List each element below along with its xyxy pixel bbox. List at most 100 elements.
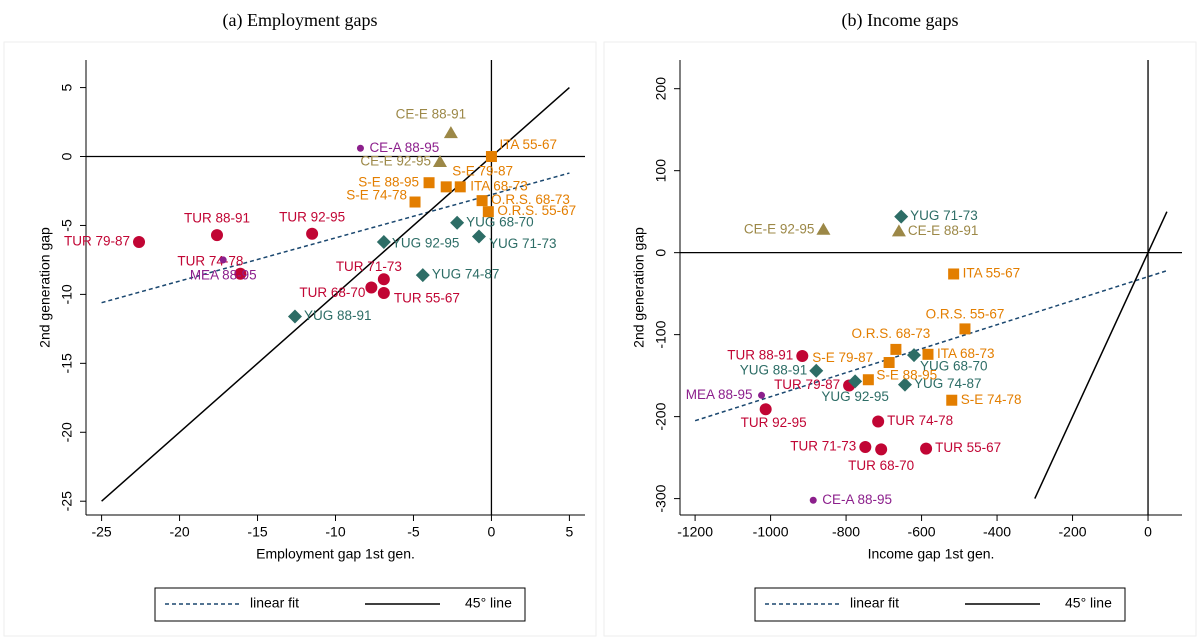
x-tick-label: 0 — [1144, 524, 1152, 540]
point-label: ITA 68-73 — [470, 178, 528, 193]
point-label: S-E 88-95 — [876, 367, 937, 382]
point — [365, 281, 378, 294]
x-tick-label: -15 — [247, 524, 267, 540]
point — [409, 196, 421, 208]
point-label: CE-A 88-95 — [369, 140, 439, 155]
point-label: TUR 71-73 — [336, 259, 402, 274]
y-tick-label: -100 — [653, 320, 669, 348]
x-tick-label: -400 — [983, 524, 1011, 540]
point — [809, 363, 824, 378]
point — [920, 442, 933, 455]
point-label: TUR 55-67 — [394, 291, 460, 306]
point — [415, 268, 430, 283]
point — [859, 440, 872, 453]
y-tick-label: -20 — [59, 422, 75, 442]
fit-line — [101, 172, 570, 304]
point-label: TUR 88-91 — [184, 211, 250, 226]
point-label: YUG 68-70 — [466, 214, 534, 229]
point-label: TUR 71-73 — [790, 439, 856, 454]
point-label: CE-E 88-91 — [908, 223, 979, 238]
point-label: TUR 55-67 — [935, 440, 1001, 455]
point-label: ITA 55-67 — [963, 266, 1021, 281]
point-label: YUG 88-91 — [740, 362, 808, 377]
point — [862, 374, 874, 386]
point-label: ITA 68-73 — [937, 346, 995, 361]
point — [946, 394, 958, 406]
point — [454, 181, 466, 193]
point-label: TUR 92-95 — [279, 209, 345, 224]
point-label: O.R.S. 68-73 — [491, 192, 570, 207]
point — [377, 273, 390, 286]
point-label: MEA 88-95 — [190, 267, 257, 282]
point — [376, 235, 391, 249]
point — [883, 357, 895, 369]
x-axis-title: Employment gap 1st gen. — [256, 546, 415, 562]
y-tick-label: -15 — [59, 353, 75, 373]
point-label: YUG 71-73 — [910, 208, 978, 223]
point-label: S-E 79-87 — [812, 350, 873, 365]
point — [907, 348, 922, 363]
legend-label: linear fit — [250, 595, 299, 611]
point — [816, 222, 831, 235]
y-tick-label: -200 — [653, 402, 669, 430]
y-axis-title: 2nd generation gap — [37, 227, 53, 348]
point — [890, 343, 902, 355]
y-tick-label: -300 — [653, 484, 669, 512]
point-label: MEA 88-95 — [686, 387, 753, 402]
x-tick-label: -1000 — [753, 524, 789, 540]
panel-border — [603, 41, 1197, 637]
y-tick-label: -25 — [59, 491, 75, 511]
legend-label: 45° line — [1065, 595, 1112, 611]
y-tick-label: 5 — [59, 83, 75, 91]
point-label: YUG 88-91 — [304, 308, 372, 323]
point — [234, 267, 247, 280]
point — [894, 209, 909, 224]
point-label: CE-A 88-95 — [822, 492, 892, 507]
fit-line — [1034, 211, 1168, 499]
panel-border — [3, 41, 597, 637]
x-tick-label: -20 — [169, 524, 189, 540]
point-label: O.R.S. 55-67 — [926, 306, 1005, 321]
point — [872, 415, 885, 428]
x-tick-label: 0 — [488, 524, 496, 540]
panel-title: (a) Employment gaps — [223, 10, 378, 31]
point — [476, 195, 488, 207]
point-label: YUG 74-87 — [432, 267, 500, 282]
point — [758, 391, 766, 399]
point — [133, 236, 146, 248]
point-label: YUG 92-95 — [821, 389, 889, 404]
point — [306, 227, 319, 240]
point — [891, 224, 906, 237]
point-label: CE-E 88-91 — [396, 107, 467, 122]
x-tick-label: -10 — [325, 524, 345, 540]
fit-line — [694, 269, 1168, 422]
point-label: TUR 88-91 — [727, 348, 793, 363]
point — [423, 177, 435, 189]
x-tick-label: 5 — [566, 524, 574, 540]
point — [948, 268, 960, 280]
point — [485, 151, 497, 163]
point-label: TUR 79-87 — [774, 377, 840, 392]
point — [875, 443, 888, 456]
x-tick-label: -5 — [407, 524, 420, 540]
point — [759, 403, 772, 416]
point-label: O.R.S. 68-73 — [851, 326, 930, 341]
point — [809, 496, 817, 504]
point-label: S-E 74-78 — [961, 392, 1022, 407]
y-tick-label: 200 — [653, 77, 669, 101]
point — [443, 126, 458, 139]
x-tick-label: -600 — [908, 524, 936, 540]
point — [210, 229, 223, 242]
point-label: TUR 74-78 — [887, 413, 953, 428]
legend-label: linear fit — [850, 595, 899, 611]
point-label: TUR 68-70 — [299, 285, 365, 300]
point — [482, 206, 494, 218]
x-tick-label: -1200 — [677, 524, 713, 540]
plot-area — [680, 60, 1182, 515]
point — [287, 309, 302, 324]
y-tick-label: 100 — [653, 159, 669, 183]
point — [440, 181, 452, 193]
panel-title: (b) Income gaps — [842, 10, 959, 31]
point-label: TUR 68-70 — [848, 458, 914, 473]
